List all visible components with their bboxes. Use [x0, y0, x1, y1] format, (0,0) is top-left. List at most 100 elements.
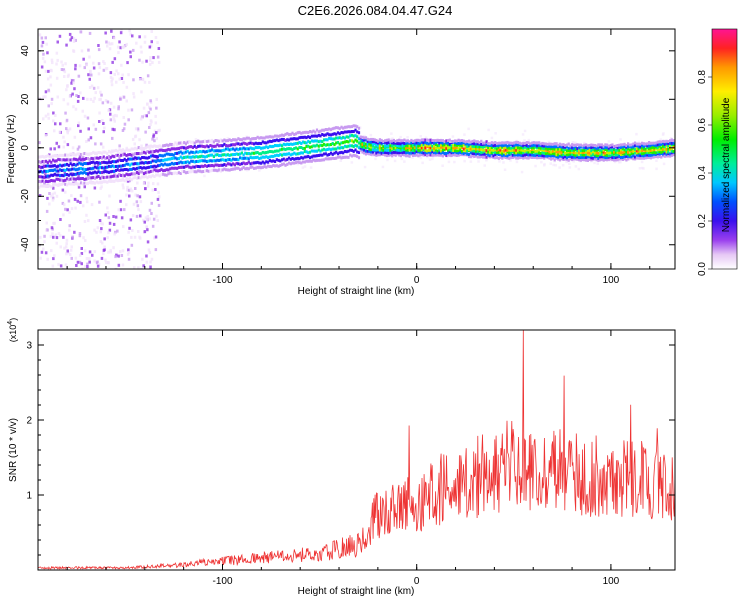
- spectrogram-noise-cell: [137, 170, 141, 173]
- spectrogram-ridge-cell: [156, 144, 160, 148]
- spectrogram-ridge-cell: [90, 156, 93, 160]
- spectrogram-ridge-cell: [553, 147, 556, 151]
- spectrogram-ridge-cell: [186, 164, 189, 168]
- spectrogram-halo-cell: [217, 166, 220, 170]
- spectrogram-ridge-cell: [315, 158, 319, 162]
- spectrogram-ridge-cell: [441, 141, 444, 145]
- spectrogram-ridge-cell: [319, 129, 322, 133]
- spectrogram-ridge-cell: [100, 175, 104, 179]
- spectrogram-ridge-cell: [139, 161, 142, 165]
- spectrogram-ridge-cell: [350, 125, 354, 129]
- spectrogram-ridge-cell: [546, 145, 549, 149]
- spectrogram-noise-cell: [138, 78, 142, 81]
- spectrogram-ridge-cell: [464, 140, 467, 144]
- spectrogram-ridge-cell: [256, 155, 259, 159]
- spectrogram-noise-cell: [66, 143, 70, 147]
- spectrogram-noise-cell: [55, 194, 59, 198]
- spectrogram-ridge-cell: [223, 167, 226, 171]
- spectrogram-ridge-cell: [79, 153, 83, 156]
- spectrogram-ridge-cell: [303, 135, 306, 139]
- spectrogram-ridge-cell: [291, 152, 294, 156]
- spectrogram-ridge-cell: [508, 156, 511, 160]
- spectrogram-ridge-cell: [214, 149, 217, 153]
- spectrogram-noise-cell: [45, 209, 49, 213]
- spectrogram-ridge-cell: [230, 158, 233, 162]
- spectrogram-ridge-cell: [501, 154, 504, 158]
- spectrogram-ridge-cell: [579, 143, 582, 147]
- spectrogram-ridge-cell: [307, 144, 310, 148]
- spectrogram-ridge-cell: [57, 184, 60, 187]
- spectrogram-ridge-cell: [155, 144, 158, 148]
- spectrogram-ridge-cell: [310, 134, 313, 138]
- spectrogram-noise-cell: [88, 260, 91, 264]
- spectrogram-ridge-cell: [69, 172, 72, 176]
- spectrogram-ridge-cell: [148, 165, 151, 169]
- spectrogram-ridge-cell: [128, 148, 132, 152]
- spectrogram-noise-cell: [121, 45, 125, 49]
- spectrogram-ridge-cell: [104, 180, 107, 184]
- spectrogram-ridge-cell: [205, 150, 208, 154]
- spectrogram-halo-cell: [390, 132, 393, 135]
- spectrogram-ridge-cell: [67, 158, 70, 162]
- spectrogram-ridge-cell: [642, 152, 645, 156]
- spectrogram-ridge-cell: [530, 150, 534, 154]
- spectrogram-ridge-cell: [317, 148, 320, 152]
- spectrogram-ridge-cell: [380, 141, 383, 145]
- spectrogram-ridge-cell: [574, 145, 577, 149]
- spectrogram-ridge-cell: [502, 153, 506, 157]
- spectrogram-ridge-cell: [134, 162, 137, 166]
- spectrogram-ridge-cell: [333, 147, 336, 151]
- spectrogram-ridge-cell: [81, 177, 84, 180]
- spectrogram-ridge-cell: [471, 149, 474, 153]
- spectrogram-ridge-cell: [543, 144, 546, 148]
- spectrogram-ridge-cell: [356, 139, 359, 143]
- spectrogram-ridge-cell: [50, 173, 53, 177]
- spectrogram-ridge-cell: [354, 154, 357, 158]
- spectrogram-ridge-cell: [155, 160, 158, 164]
- spectrogram-ridge-cell: [113, 149, 116, 153]
- spectrogram-ridge-cell: [120, 148, 123, 152]
- spectrogram-ridge-cell: [256, 151, 259, 154]
- spectrogram-ridge-cell: [350, 144, 354, 148]
- spectrogram-ridge-cell: [246, 147, 249, 151]
- spectrogram-ridge-cell: [151, 145, 154, 149]
- spectrogram-ridge-cell: [324, 138, 327, 142]
- spectrogram-ridge-cell: [226, 153, 229, 157]
- spectrogram-halo-cell: [363, 134, 366, 138]
- spectrogram-ridge-cell: [340, 136, 343, 140]
- spectrogram-ridge-cell: [315, 154, 319, 158]
- spectrogram-ridge-cell: [483, 141, 486, 145]
- spectrogram-ridge-cell: [121, 173, 125, 177]
- spectrogram-ridge-cell: [298, 151, 301, 155]
- spectrogram-ridge-cell: [156, 155, 160, 159]
- spectrogram-halo-cell: [242, 149, 245, 152]
- spectrogram-ridge-cell: [106, 175, 109, 179]
- spectrogram-ridge-cell: [249, 137, 252, 141]
- spectrogram-ridge-cell: [50, 155, 53, 159]
- spectrogram-ridge-cell: [364, 138, 368, 142]
- spectrogram-ridge-cell: [188, 155, 191, 159]
- spectrogram-noise-cell: [46, 77, 50, 81]
- spectrogram-ridge-cell: [132, 157, 135, 161]
- spectrogram-ridge-cell: [644, 147, 647, 151]
- spectrogram-ridge-cell: [179, 141, 182, 145]
- spectrogram-ridge-cell: [508, 153, 511, 157]
- spectrogram-ridge-cell: [45, 164, 48, 168]
- spectrogram-noise-cell: [110, 79, 113, 83]
- spectrogram-ridge-cell: [52, 173, 55, 177]
- spectrogram-ridge-cell: [230, 163, 233, 167]
- spectrogram-ridge-cell: [204, 139, 207, 143]
- spectrogram-ridge-cell: [590, 151, 593, 155]
- spectrogram-noise-cell: [127, 159, 130, 163]
- spectrogram-noise-cell: [77, 185, 81, 189]
- spectrogram-noise-cell: [48, 192, 51, 195]
- spectrogram-ridge-cell: [448, 153, 451, 157]
- spectrogram-noise-cell: [56, 40, 59, 44]
- spectrogram-ridge-cell: [649, 150, 652, 154]
- spectrogram-noise-cell: [156, 129, 160, 133]
- spectrogram-noise-cell: [98, 66, 102, 70]
- spectrogram-ridge-cell: [291, 137, 294, 141]
- spectrogram-ridge-cell: [352, 130, 355, 133]
- spectrogram-ridge-cell: [429, 151, 432, 155]
- spectrogram-ridge-cell: [613, 158, 616, 162]
